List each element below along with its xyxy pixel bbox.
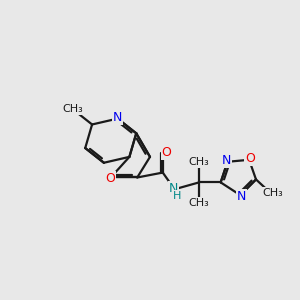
Text: CH₃: CH₃ [189,157,209,167]
Text: O: O [245,152,255,165]
Text: O: O [162,146,172,159]
Text: H: H [173,191,182,201]
Text: CH₃: CH₃ [189,198,209,208]
Text: N: N [169,182,178,195]
Text: N: N [237,190,246,202]
Text: N: N [113,111,122,124]
Text: O: O [105,172,115,185]
Text: CH₃: CH₃ [262,188,283,198]
Text: CH₃: CH₃ [62,104,83,114]
Text: N: N [222,154,231,167]
